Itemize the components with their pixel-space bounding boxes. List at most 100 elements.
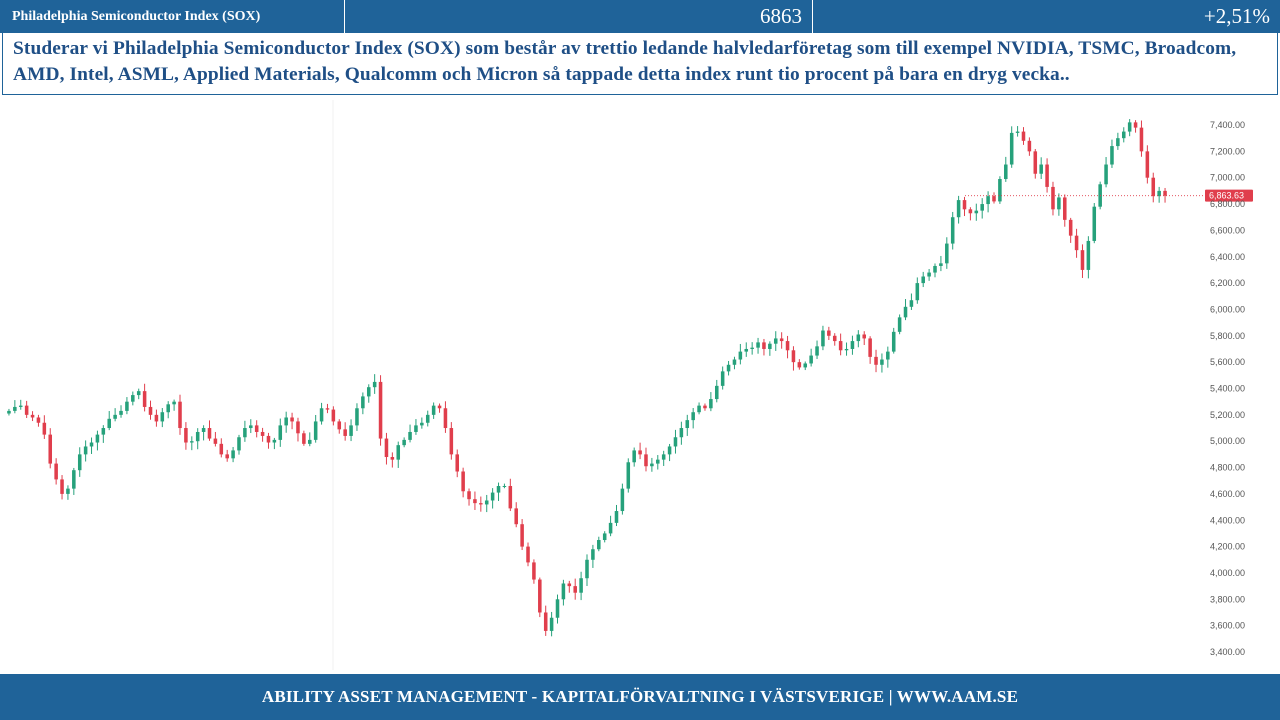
candle-body (950, 217, 955, 244)
candle (372, 374, 377, 394)
candle-body (278, 425, 283, 440)
candle-body (644, 454, 648, 467)
candle-body (484, 500, 489, 505)
candle (650, 457, 654, 472)
candle (190, 436, 194, 451)
index-header-bar: Philadelphia Semiconductor Index (SOX) 6… (0, 0, 1280, 33)
last-price-tag (1205, 189, 1253, 202)
y-tick-label: 4,000.00 (1210, 568, 1245, 578)
candle-body (703, 405, 707, 409)
candle-body (414, 425, 418, 432)
candle-body (756, 342, 760, 348)
candle (101, 425, 106, 443)
candle (95, 430, 100, 451)
y-tick-label: 5,000.00 (1210, 436, 1245, 446)
candle (7, 408, 11, 416)
candle-body (313, 421, 318, 440)
candle (378, 375, 383, 446)
candle (1145, 145, 1150, 184)
candle-body (1074, 235, 1079, 251)
candle (490, 488, 495, 509)
candle (744, 342, 749, 357)
candle (980, 198, 984, 219)
candle (1151, 172, 1156, 203)
candle-body (608, 522, 613, 534)
footer-text: ABILITY ASSET MANAGEMENT - KAPITALFÖRVAL… (261, 687, 1019, 706)
candle-body (773, 338, 778, 344)
candle-body (1021, 131, 1026, 141)
candle-body (308, 439, 312, 444)
candle (48, 428, 53, 469)
candle (1116, 132, 1120, 150)
candle-body (148, 406, 153, 415)
candle (420, 417, 424, 429)
candle-body (1057, 197, 1061, 210)
candle (915, 277, 920, 304)
y-tick-label: 3,600.00 (1210, 621, 1245, 631)
candle-body (473, 499, 477, 504)
y-tick-label: 7,400.00 (1210, 120, 1245, 130)
candle-body (18, 405, 23, 407)
y-tick-label: 4,600.00 (1210, 489, 1245, 499)
candle-body (891, 331, 896, 352)
candle (18, 399, 23, 410)
candle-body (1080, 250, 1085, 270)
candle (502, 483, 507, 489)
candle-body (1092, 206, 1097, 241)
candle (555, 594, 560, 624)
candle (219, 438, 224, 458)
candle (638, 442, 642, 460)
candle (691, 407, 695, 429)
candle-body (897, 317, 902, 332)
candle (402, 437, 406, 448)
candle-body (856, 334, 861, 342)
candle-body (638, 450, 642, 455)
candle (1157, 186, 1161, 203)
candle-body (455, 454, 460, 472)
candle-body (838, 341, 843, 351)
candle (626, 458, 631, 493)
candle-body (1151, 177, 1156, 197)
candle-body (77, 454, 82, 471)
candle-body (396, 445, 401, 460)
y-tick-label: 5,800.00 (1210, 331, 1245, 341)
candle-body (768, 343, 772, 349)
candle-body (160, 412, 165, 422)
candle-body (850, 341, 855, 349)
candle (1063, 194, 1067, 227)
candle (909, 293, 914, 310)
candle-body (886, 351, 890, 360)
y-tick-label: 3,800.00 (1210, 594, 1245, 604)
y-tick-label: 6,800.00 (1210, 199, 1245, 209)
candle (361, 392, 365, 415)
candle-body (567, 583, 572, 587)
candle (42, 415, 47, 439)
candle-body (30, 414, 35, 418)
candle (496, 482, 501, 502)
candle (107, 411, 111, 431)
candle (195, 428, 200, 450)
candle (1015, 126, 1020, 137)
candle (543, 605, 548, 636)
candle-body (1121, 131, 1126, 139)
candle (254, 420, 259, 438)
candle (77, 447, 82, 477)
candle-body (508, 485, 513, 509)
chart-area: 6,863.63 3,400.00 3,600.00 3,800.00 4,000.0… (0, 96, 1280, 674)
candle (54, 458, 58, 485)
candle-body (1004, 164, 1008, 180)
candle (827, 326, 831, 341)
candle (992, 192, 996, 204)
candle (437, 403, 442, 413)
candle-body (343, 429, 347, 436)
candle (296, 417, 300, 442)
candle-body (366, 387, 371, 397)
candle-body (1133, 122, 1138, 128)
candle-body (184, 428, 188, 443)
candle (184, 422, 188, 450)
candle-body (874, 356, 878, 365)
candle (66, 485, 70, 500)
candle-body (349, 425, 353, 436)
candle (1068, 217, 1073, 243)
candle-body (986, 196, 990, 205)
